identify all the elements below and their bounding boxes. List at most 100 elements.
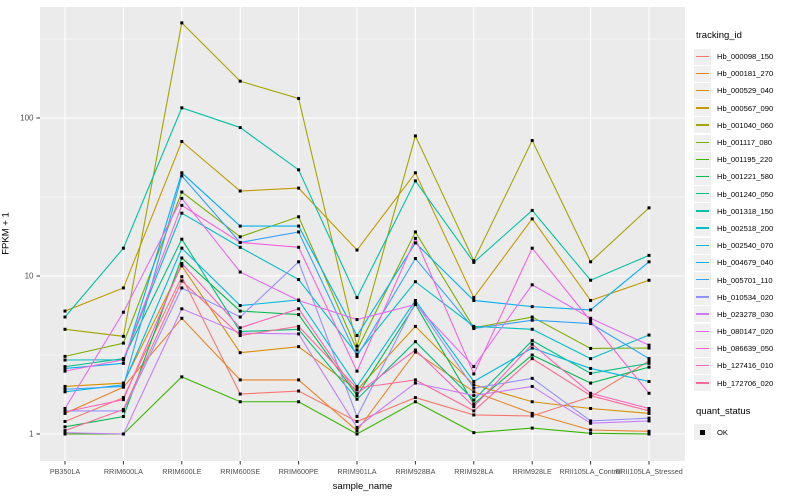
legend-entries: Hb_000098_150 Hb_000181_270 Hb_000529_040 H… xyxy=(694,48,800,392)
data-point xyxy=(121,246,125,250)
data-point xyxy=(180,211,184,215)
series-color-line xyxy=(696,296,709,298)
data-point xyxy=(472,390,476,394)
data-point xyxy=(121,383,125,387)
x-tick-label: RRIM928LA xyxy=(454,467,493,476)
data-point xyxy=(121,396,125,400)
data-point xyxy=(355,352,359,356)
data-point xyxy=(589,357,593,361)
series-color-key-icon xyxy=(694,100,711,117)
series-color-key-icon xyxy=(694,306,711,323)
data-point xyxy=(238,270,242,274)
data-point xyxy=(63,387,67,391)
series-color-line xyxy=(696,124,709,126)
series-color-key-icon xyxy=(694,82,711,99)
data-point xyxy=(472,394,476,398)
y-tick-label: 1 xyxy=(29,430,34,439)
data-point xyxy=(63,315,67,319)
data-point xyxy=(238,400,242,404)
legend-entry-label: Hb_002540_070 xyxy=(717,241,774,251)
data-point xyxy=(472,298,476,302)
x-tick-label: PB350LA xyxy=(50,467,81,476)
data-point xyxy=(530,305,534,309)
legend-entry-label: Hb_002518_200 xyxy=(717,223,774,233)
data-point xyxy=(647,206,651,210)
data-point xyxy=(180,203,184,207)
data-point xyxy=(355,429,359,433)
data-point xyxy=(530,318,534,322)
data-point xyxy=(297,224,301,228)
legend-entry-Hb_172706_020: Hb_172706_020 xyxy=(694,375,800,392)
data-point xyxy=(413,241,417,245)
data-point xyxy=(180,190,184,194)
x-tick-label: RRII105LA_Control xyxy=(559,467,622,476)
legend: tracking_id Hb_000098_150 Hb_000181_270 Hb… xyxy=(694,30,800,441)
data-point xyxy=(63,365,67,369)
data-point xyxy=(647,333,651,337)
data-point xyxy=(63,309,67,313)
series-color-key-icon xyxy=(694,323,711,340)
legend-entry-label: Hb_000529_040 xyxy=(717,86,774,96)
data-point xyxy=(238,189,242,193)
data-point xyxy=(121,310,125,314)
data-point xyxy=(530,384,534,388)
data-point xyxy=(472,324,476,328)
data-point xyxy=(355,344,359,348)
data-point xyxy=(589,421,593,425)
data-point xyxy=(647,357,651,361)
series-color-key-icon xyxy=(694,151,711,168)
data-point xyxy=(355,397,359,401)
data-point xyxy=(238,126,242,130)
data-point xyxy=(121,381,125,385)
data-point xyxy=(413,400,417,404)
series-color-line xyxy=(696,261,709,264)
x-tick-label: RRIM901LA xyxy=(337,467,376,476)
data-point xyxy=(413,236,417,240)
data-point xyxy=(63,358,67,362)
legend-entry-Hb_127416_010: Hb_127416_010 xyxy=(694,357,800,374)
data-point xyxy=(413,230,417,234)
data-point xyxy=(589,431,593,435)
data-point xyxy=(589,298,593,302)
axis-ticks xyxy=(36,117,650,465)
series-color-line xyxy=(696,330,709,332)
data-point xyxy=(589,260,593,264)
data-point xyxy=(530,217,534,221)
data-point xyxy=(472,405,476,409)
data-point xyxy=(355,392,359,396)
data-point xyxy=(647,365,651,369)
data-point xyxy=(647,253,651,257)
data-point xyxy=(297,230,301,234)
legend-entry-label: Hb_001240_050 xyxy=(717,189,774,199)
data-point xyxy=(530,414,534,418)
series-color-key-icon xyxy=(694,237,711,254)
data-point xyxy=(472,260,476,264)
data-point xyxy=(63,411,67,415)
data-point xyxy=(121,361,125,365)
series-color-key-icon xyxy=(694,340,711,357)
data-point xyxy=(589,322,593,326)
series-color-line xyxy=(696,382,709,384)
data-point xyxy=(238,378,242,382)
series-color-key-icon xyxy=(694,272,711,289)
data-point xyxy=(413,303,417,307)
data-point xyxy=(647,409,651,413)
data-point xyxy=(121,334,125,338)
data-point xyxy=(297,389,301,393)
data-point xyxy=(63,390,67,394)
series-color-line xyxy=(696,72,709,75)
series-color-line xyxy=(696,158,709,161)
data-point xyxy=(355,248,359,252)
data-point xyxy=(355,384,359,388)
data-point xyxy=(413,348,417,352)
series-color-key-icon xyxy=(694,375,711,392)
data-point xyxy=(297,332,301,336)
data-point xyxy=(297,378,301,382)
data-point xyxy=(297,313,301,317)
data-point xyxy=(530,357,534,361)
data-point xyxy=(180,375,184,379)
legend-entry-label: OK xyxy=(717,427,728,437)
data-point xyxy=(238,334,242,338)
